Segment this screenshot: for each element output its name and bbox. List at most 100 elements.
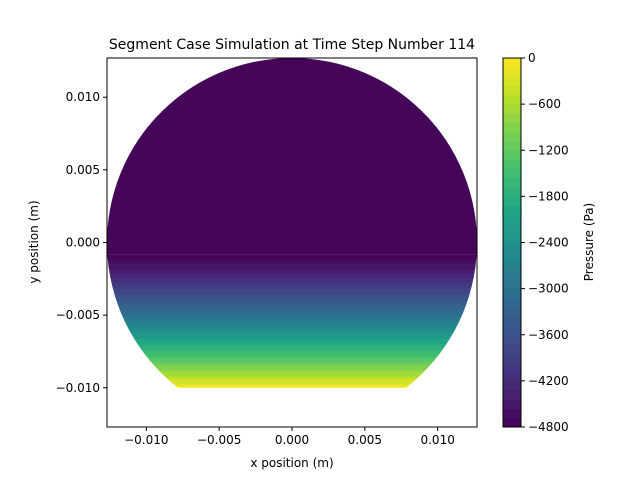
colorbar-tick-label: −3600 bbox=[528, 328, 569, 342]
contour-band bbox=[107, 302, 477, 305]
colorbar-band bbox=[503, 297, 521, 308]
colorbar-band bbox=[503, 205, 521, 216]
contour-band bbox=[107, 344, 477, 347]
contour-band bbox=[107, 314, 477, 317]
x-tick-label: −0.010 bbox=[124, 433, 168, 447]
colorbar-band bbox=[503, 122, 521, 133]
colorbar-band bbox=[503, 362, 521, 373]
colorbar-tick-label: −4200 bbox=[528, 374, 569, 388]
colorbar-tick-label: 0 bbox=[528, 51, 536, 65]
contour-band bbox=[107, 340, 477, 343]
contour-band bbox=[107, 290, 477, 293]
contour-band bbox=[107, 380, 477, 383]
colorbar-band bbox=[503, 187, 521, 197]
colorbar-label: Pressure (Pa) bbox=[582, 203, 596, 281]
contour-band bbox=[107, 320, 477, 323]
contour-band bbox=[107, 328, 477, 331]
colorbar: 0 −600 −1200 −1800 −2400 −3000 −3600 −4200 −4800… bbox=[502, 51, 596, 434]
contour-band bbox=[107, 378, 477, 381]
x-axis-ticks: −0.010 −0.005 0.000 0.005 0.010 bbox=[124, 427, 455, 447]
contour-band bbox=[107, 270, 477, 273]
plot-area: −0.010 −0.005 0.000 0.005 0.010 0.0100.0050.… bbox=[56, 57, 478, 447]
contour-band bbox=[107, 282, 477, 285]
colorbar-band bbox=[503, 196, 521, 206]
colorbar-band bbox=[503, 353, 521, 363]
contour-band bbox=[107, 332, 477, 335]
colorbar-band bbox=[503, 104, 521, 114]
colorbar-bands bbox=[503, 58, 521, 428]
contour-band bbox=[107, 288, 477, 291]
colorbar-tick-label: −4800 bbox=[528, 420, 569, 434]
contour-band bbox=[107, 346, 477, 349]
y-axis-label: y position (m) bbox=[27, 200, 41, 283]
contour-band bbox=[107, 260, 477, 263]
colorbar-tick-label: −1800 bbox=[528, 189, 569, 203]
colorbar-tick-label: −600 bbox=[528, 97, 561, 111]
chart-title: Segment Case Simulation at Time Step Num… bbox=[109, 37, 475, 53]
contour-band bbox=[107, 324, 477, 327]
contour-band bbox=[107, 362, 477, 365]
colorbar-band bbox=[503, 270, 521, 280]
contour-band bbox=[107, 366, 477, 369]
colorbar-band bbox=[503, 307, 521, 317]
contour-band bbox=[107, 296, 477, 299]
colorbar-band bbox=[503, 288, 521, 299]
contour-band bbox=[107, 360, 477, 363]
colorbar-band bbox=[503, 168, 521, 179]
contour-band bbox=[107, 312, 477, 315]
y-tick-label: 0.010 bbox=[66, 90, 100, 104]
colorbar-band bbox=[503, 242, 521, 253]
colorbar-band bbox=[503, 159, 521, 170]
colorbar-band bbox=[503, 177, 521, 188]
y-tick-label: −0.005 bbox=[56, 308, 100, 322]
contour-band bbox=[107, 308, 477, 311]
colorbar-band bbox=[503, 343, 521, 354]
contour-band bbox=[107, 330, 477, 333]
contour-band bbox=[107, 292, 477, 295]
contour-band bbox=[107, 354, 477, 357]
x-tick-label: 0.000 bbox=[275, 433, 309, 447]
colorbar-band bbox=[503, 150, 521, 160]
contour-band bbox=[107, 268, 477, 271]
colorbar-band bbox=[503, 67, 521, 77]
colorbar-band bbox=[503, 380, 521, 391]
colorbar-band bbox=[503, 408, 521, 419]
colorbar-band bbox=[503, 390, 521, 400]
contour-band bbox=[107, 358, 477, 361]
contour-band bbox=[107, 262, 477, 265]
y-tick-label: 0.005 bbox=[66, 163, 100, 177]
contour-band bbox=[107, 350, 477, 353]
contour-band bbox=[107, 280, 477, 283]
contour-band bbox=[107, 386, 477, 388]
colorbar-band bbox=[503, 325, 521, 336]
colorbar-band bbox=[503, 76, 521, 87]
colorbar-band bbox=[503, 85, 521, 96]
contour-band bbox=[107, 368, 477, 371]
contour-band bbox=[107, 276, 477, 279]
contour-band bbox=[107, 364, 477, 367]
contour-band bbox=[107, 286, 477, 289]
colorbar-band bbox=[503, 214, 521, 225]
contour-band bbox=[107, 316, 477, 319]
colorbar-band bbox=[503, 417, 521, 428]
contour-band bbox=[107, 304, 477, 307]
contour-band bbox=[107, 318, 477, 321]
colorbar-band bbox=[503, 260, 521, 271]
y-tick-label: 0.000 bbox=[66, 236, 100, 250]
colorbar-band bbox=[503, 371, 521, 382]
contour-band bbox=[107, 342, 477, 345]
contour-band bbox=[107, 384, 477, 387]
contour-band bbox=[107, 266, 477, 269]
colorbar-tick-label: −2400 bbox=[528, 236, 569, 250]
contour-band bbox=[107, 306, 477, 309]
y-axis-ticks: 0.010 0.005 0.000 −0.005 −0.010 bbox=[56, 90, 107, 395]
x-tick-label: 0.005 bbox=[348, 433, 382, 447]
colorbar-tick-label: −1200 bbox=[528, 143, 569, 157]
colorbar-band bbox=[503, 141, 521, 151]
colorbar-band bbox=[503, 131, 521, 142]
colorbar-tick-label: −3000 bbox=[528, 282, 569, 296]
contour-band bbox=[107, 352, 477, 355]
contour-band bbox=[107, 370, 477, 373]
contour-band bbox=[107, 264, 477, 267]
